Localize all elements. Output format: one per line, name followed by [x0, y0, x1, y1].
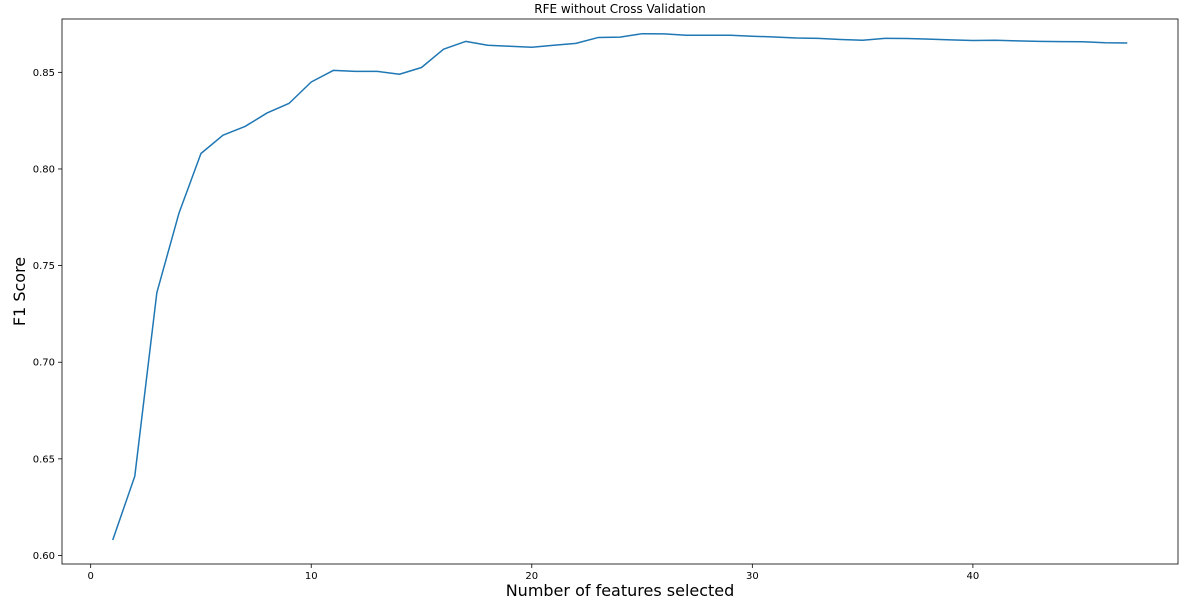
- data-point: [177, 212, 180, 215]
- y-axis: 0.60 0.65 0.70 0.75 0.80 0.85: [33, 68, 62, 562]
- data-point: [574, 42, 577, 45]
- y-tick-label: 0.70: [33, 358, 55, 369]
- data-point: [420, 66, 423, 69]
- data-point: [464, 40, 467, 43]
- y-tick-label: 0.60: [33, 551, 55, 562]
- data-point: [442, 48, 445, 51]
- data-point: [1126, 41, 1129, 44]
- data-point: [288, 102, 291, 105]
- data-point: [905, 37, 908, 40]
- data-point: [530, 46, 533, 49]
- data-point: [927, 38, 930, 41]
- data-point: [993, 39, 996, 42]
- data-point: [508, 45, 511, 48]
- x-tick-label: 0: [87, 571, 93, 582]
- y-tick-label: 0.65: [33, 454, 55, 465]
- series-layer: [111, 32, 1129, 542]
- data-point: [751, 35, 754, 38]
- data-point: [155, 291, 158, 294]
- data-point: [332, 69, 335, 72]
- data-point: [729, 34, 732, 37]
- y-tick-label: 0.85: [33, 68, 55, 79]
- data-point: [1016, 39, 1019, 42]
- y-axis-title: F1 Score: [10, 257, 29, 326]
- data-point: [817, 37, 820, 40]
- data-point: [773, 35, 776, 38]
- data-point: [949, 38, 952, 41]
- x-axis-title: Number of features selected: [506, 581, 735, 600]
- data-point: [266, 111, 269, 114]
- data-point: [883, 37, 886, 40]
- x-tick-label: 40: [967, 571, 980, 582]
- data-point: [971, 39, 974, 42]
- data-point: [552, 44, 555, 47]
- data-point: [111, 539, 114, 542]
- data-point: [1082, 40, 1085, 43]
- data-point: [486, 44, 489, 47]
- data-point: [1038, 40, 1041, 43]
- data-point: [839, 38, 842, 41]
- data-point: [310, 81, 313, 84]
- data-point: [244, 125, 247, 128]
- data-point: [1060, 40, 1063, 43]
- x-tick-label: 10: [305, 571, 318, 582]
- x-axis: 0 10 20 30 40: [87, 564, 979, 582]
- y-tick-label: 0.75: [33, 261, 55, 272]
- data-point: [663, 32, 666, 35]
- data-point: [222, 134, 225, 137]
- y-tick-label: 0.80: [33, 164, 55, 175]
- data-point: [707, 34, 710, 37]
- data-point: [199, 152, 202, 155]
- chart-title: RFE without Cross Validation: [534, 2, 706, 16]
- data-point: [861, 39, 864, 42]
- series-line: [112, 32, 1128, 541]
- data-point: [619, 36, 622, 39]
- data-point: [685, 34, 688, 37]
- data-point: [398, 73, 401, 76]
- plot-area: [62, 19, 1178, 564]
- data-point: [596, 36, 599, 39]
- data-point: [795, 36, 798, 39]
- plot-frame: [61, 18, 1179, 565]
- data-point: [1104, 41, 1107, 44]
- x-tick-label: 30: [746, 571, 759, 582]
- x-tick-label: 20: [525, 571, 538, 582]
- data-point: [641, 32, 644, 35]
- data-point: [376, 70, 379, 73]
- data-point: [133, 475, 136, 478]
- data-point: [354, 70, 357, 73]
